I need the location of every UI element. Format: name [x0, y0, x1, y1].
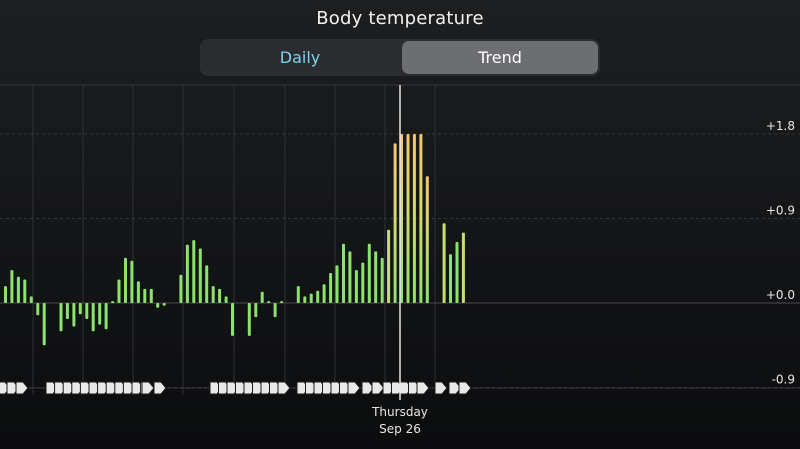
temperature-bar: [280, 301, 284, 304]
temperature-bar: [322, 284, 326, 303]
temperature-bar: [104, 303, 108, 330]
page-title: Body temperature: [316, 8, 484, 29]
y-tick-label: +0.0: [766, 288, 795, 302]
period-toggle: Daily Trend: [200, 39, 600, 76]
temperature-bar: [425, 176, 429, 304]
temperature-bar: [91, 303, 95, 332]
temperature-bar: [267, 301, 271, 304]
temperature-bar: [10, 270, 14, 303]
temperature-bar: [296, 286, 300, 303]
temperature-bar: [136, 281, 140, 303]
temperature-bar: [455, 242, 459, 303]
temperature-bar: [179, 274, 183, 303]
temperature-bar: [303, 296, 307, 303]
temperature-bar: [42, 303, 46, 346]
temperature-bar: [406, 134, 410, 303]
temperature-bar: [329, 273, 333, 303]
temperature-bar: [117, 279, 121, 303]
temperature-bar: [218, 288, 222, 303]
selected-day-label: Thursday: [371, 405, 428, 419]
temperature-bar: [156, 303, 160, 308]
temperature-bar: [260, 291, 264, 303]
sample-marker: [458, 381, 472, 395]
temperature-bar: [198, 248, 202, 303]
temperature-bar: [130, 260, 134, 304]
y-tick-label: -0.9: [772, 373, 795, 387]
temperature-bar: [36, 303, 40, 316]
temperature-bar: [59, 303, 63, 332]
temperature-bar: [4, 286, 7, 303]
y-tick-label: +0.9: [766, 204, 795, 218]
temperature-bar: [335, 265, 339, 303]
tab-trend[interactable]: Trend: [402, 41, 598, 74]
temperature-bar: [85, 303, 89, 319]
temperature-bar: [419, 134, 423, 303]
temperature-bar: [273, 303, 277, 318]
y-axis-ticks: +1.8 +0.9 +0.0 -0.9: [766, 119, 795, 387]
temperature-bar: [143, 288, 147, 303]
temperature-bar: [348, 251, 352, 303]
temperature-bar: [23, 279, 27, 303]
bars-group: [4, 134, 465, 346]
temperature-bar: [224, 296, 228, 303]
temperature-bar: [98, 303, 102, 325]
temperature-bar: [162, 303, 166, 306]
temperature-bar: [111, 301, 115, 304]
temperature-bar: [72, 303, 76, 327]
temperature-bar: [387, 229, 391, 303]
sample-marker: [434, 381, 448, 395]
temperature-bar: [192, 240, 196, 303]
sample-marker: [371, 381, 385, 395]
temperature-bar: [449, 254, 452, 303]
temperature-bar: [393, 143, 397, 303]
temperature-bar: [149, 288, 153, 303]
temperature-bar: [367, 243, 371, 303]
temperature-bar: [354, 270, 358, 303]
sample-marker: [141, 381, 155, 395]
sample-marker: [416, 381, 430, 395]
temperature-bar: [316, 290, 320, 303]
sample-marker: [15, 381, 29, 395]
temperature-bar: [342, 243, 345, 303]
temperature-bar: [442, 223, 446, 303]
temperature-bar: [247, 303, 251, 336]
temperature-bar: [211, 286, 215, 303]
temperature-bar: [309, 293, 313, 303]
y-tick-label: +1.8: [766, 119, 795, 133]
vertical-grid: [32, 85, 436, 395]
sample-marker: [277, 381, 291, 395]
temperature-bar: [65, 303, 69, 319]
temperature-bar: [124, 257, 127, 303]
temperature-bar: [29, 296, 33, 303]
temperature-bar: [254, 303, 258, 318]
temperature-bar: [361, 262, 365, 303]
temperature-bar: [231, 303, 234, 336]
sample-markers: [0, 381, 472, 395]
temperature-bar: [78, 303, 82, 315]
temperature-bar: [205, 265, 209, 303]
temperature-bar: [185, 244, 189, 303]
temperature-bar: [412, 134, 416, 303]
sample-marker: [153, 381, 167, 395]
temperature-bar: [16, 276, 20, 303]
selected-date-label: Sep 26: [379, 422, 421, 436]
temperature-bar: [374, 251, 378, 303]
temperature-bar: [461, 232, 465, 303]
sample-marker: [347, 381, 361, 395]
temperature-bar: [380, 257, 384, 303]
tab-daily[interactable]: Daily: [279, 48, 321, 67]
